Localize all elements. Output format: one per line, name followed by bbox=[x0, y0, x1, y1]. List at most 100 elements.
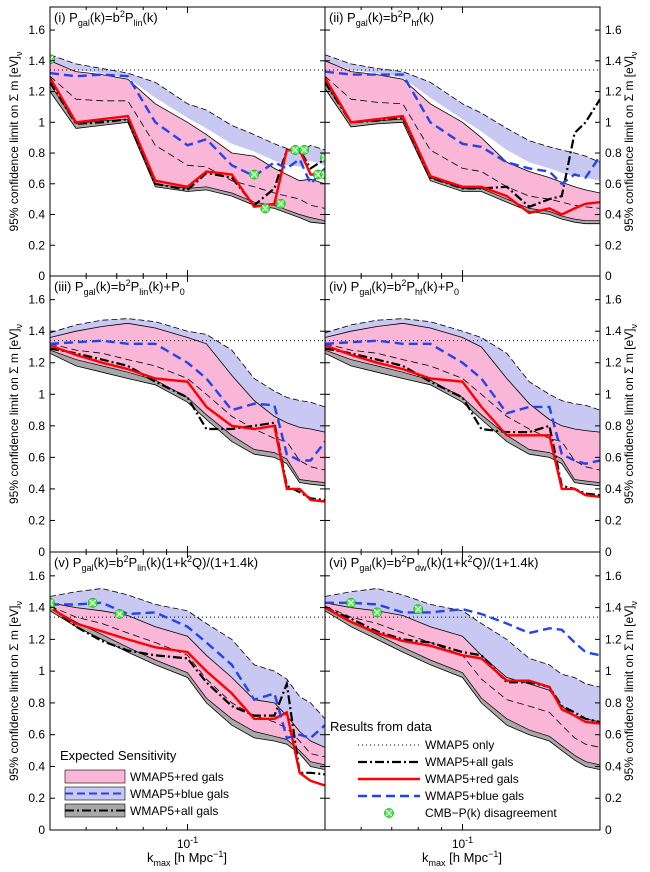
ytick-label-right: 0.6 bbox=[605, 177, 622, 191]
band-gray-edge bbox=[50, 349, 325, 483]
ytick-label-left: 0.6 bbox=[28, 728, 45, 742]
ytick-label-left: 0.6 bbox=[28, 177, 45, 191]
band-gray-edge bbox=[325, 607, 600, 766]
panel-title: (iv) Pgal(k)=b2Phf(k)+P0 bbox=[329, 278, 459, 297]
disagreement-marker bbox=[413, 604, 424, 615]
series-red-gals bbox=[325, 344, 600, 498]
ytick-label-right: 0.8 bbox=[605, 146, 622, 160]
band-blue bbox=[325, 318, 600, 433]
legend-results-item: CMB−P(k) disagreement bbox=[384, 806, 557, 820]
series-blue-gals bbox=[50, 601, 325, 740]
plot-area bbox=[325, 318, 600, 498]
ytick-label-right: 0.2 bbox=[605, 238, 622, 252]
expected-mid-dash bbox=[325, 75, 600, 209]
panels-group: 0 0.2 0.4 0.6 0.8 1 1.2 1.4 1.6 (i) Pgal(k)=b2Pli… bbox=[28, 6, 622, 851]
series-blue-gals bbox=[50, 71, 325, 186]
legend-results-label: WMAP5+red gals bbox=[425, 772, 519, 786]
ytick-label-right: 1 bbox=[605, 115, 612, 129]
ytick-label-left: 0.8 bbox=[28, 146, 45, 160]
ytick-label-right: 0.8 bbox=[605, 696, 622, 710]
ytick-label-left: 1 bbox=[38, 115, 45, 129]
disagreement-marker bbox=[299, 145, 309, 155]
band-gray-edge bbox=[325, 349, 600, 483]
legend-results-label: WMAP5 only bbox=[425, 738, 494, 752]
series-red-gals bbox=[50, 606, 325, 787]
disagreement-marker bbox=[249, 169, 260, 180]
ytick-label-left: 0.8 bbox=[28, 696, 45, 710]
disagreement-marker bbox=[50, 597, 55, 608]
band-blue-edge bbox=[50, 54, 325, 154]
ytick-label-left: 0 bbox=[38, 823, 45, 837]
legend-results-label: CMB−P(k) disagreement bbox=[425, 806, 557, 820]
ytick-label-left: 0.2 bbox=[28, 791, 45, 805]
ylabel-right: 95% confidence limit on Σ m [eV]ν bbox=[622, 324, 639, 505]
ylabel-right: 95% confidence limit on Σ m [eV]ν bbox=[622, 51, 639, 232]
band-blue bbox=[325, 54, 600, 181]
legend-results-label: WMAP5+all gals bbox=[425, 755, 513, 769]
expected-mid-dash bbox=[50, 605, 325, 758]
panel-title: (i) Pgal(k)=b2Plin(k) bbox=[54, 9, 158, 28]
band-blue-edge bbox=[325, 318, 600, 411]
ytick-label-right: 1.6 bbox=[605, 23, 622, 37]
expected-mid-dash bbox=[325, 605, 600, 748]
series-red-gals bbox=[325, 606, 600, 725]
band-blue-edge bbox=[50, 588, 325, 720]
panel-title: (vi) Pgal(k)=b2Pdw(k)(1+k2Q)/(1+1.4k) bbox=[329, 554, 538, 573]
ytick-label-right: 0 bbox=[605, 545, 612, 559]
panel-4: 0 0.2 0.4 0.6 0.8 1 1.2 1.4 1.6 (iv) Pgal(k)=b2Ph… bbox=[324, 275, 622, 559]
panel-1: 0 0.2 0.4 0.6 0.8 1 1.2 1.4 1.6 (i) Pgal(k)=b2Pli… bbox=[28, 6, 326, 283]
legend-expected-item: WMAP5+red gals bbox=[64, 769, 224, 784]
panel-title: (iii) Pgal(k)=b2Plin(k)+P0 bbox=[54, 278, 185, 297]
expected-mid-dash bbox=[325, 343, 600, 471]
band-blue-edge bbox=[50, 318, 325, 408]
ytick-label-left: 0.8 bbox=[28, 419, 45, 433]
legend-expected-item: WMAP5+all gals bbox=[64, 803, 218, 818]
ytick-label-right: 0.6 bbox=[605, 450, 622, 464]
ytick-label-right: 1.2 bbox=[605, 632, 622, 646]
legend-results-label: WMAP5+blue gals bbox=[425, 789, 524, 803]
ytick-label-right: 0 bbox=[605, 823, 612, 837]
ytick-label-left: 1 bbox=[38, 387, 45, 401]
legend-results-item: WMAP5+red gals bbox=[358, 772, 519, 786]
band-red bbox=[325, 60, 600, 224]
xtick-label: 10-1 bbox=[452, 835, 473, 851]
ytick-label-right: 1.6 bbox=[605, 293, 622, 307]
band-lower-edge bbox=[50, 91, 325, 225]
band-red-edge bbox=[325, 322, 600, 433]
ytick-label-right: 0.4 bbox=[605, 208, 622, 222]
legend-expected-title: Expected Sensitivity bbox=[60, 748, 177, 763]
legend-expected-label: WMAP5+red gals bbox=[130, 770, 224, 784]
panel-title: (ii) Pgal(k)=b2Phf(k) bbox=[329, 9, 434, 28]
ytick-label-left: 0.2 bbox=[28, 513, 45, 527]
series-all-gals bbox=[50, 347, 325, 502]
xtick-exponent: -1 bbox=[190, 835, 198, 845]
xtick-label: 10-1 bbox=[177, 835, 198, 851]
ytick-label-right: 0.8 bbox=[605, 419, 622, 433]
series-red-gals bbox=[325, 77, 600, 216]
band-lower-edge bbox=[50, 352, 325, 487]
ytick-label-left: 1.2 bbox=[28, 356, 45, 370]
disagreement-marker bbox=[346, 597, 356, 608]
series-all-gals bbox=[50, 81, 325, 207]
plot-area bbox=[325, 54, 600, 225]
disagreement-marker bbox=[114, 609, 125, 619]
ytick-label-left: 1.2 bbox=[28, 632, 45, 646]
disagreement-marker bbox=[290, 145, 300, 155]
legend-expected-label: WMAP5+all gals bbox=[130, 804, 218, 818]
ytick-label-left: 1 bbox=[38, 664, 45, 678]
ylabel-left: 95% confidence limit on Σ m [eV]ν bbox=[7, 601, 24, 782]
ytick-label-right: 1.2 bbox=[605, 85, 622, 99]
disagreement-marker bbox=[275, 198, 286, 209]
legend-swatch bbox=[64, 769, 126, 784]
legend-results-title: Results from data bbox=[330, 719, 433, 734]
xtick-exponent: -1 bbox=[465, 835, 473, 845]
legends: Expected Sensitivity WMAP5+red gals WMAP5+… bbox=[60, 719, 557, 820]
ytick-label-right: 1 bbox=[605, 387, 612, 401]
series-red-gals bbox=[50, 344, 325, 503]
expected-mid-dash bbox=[50, 343, 325, 471]
series-blue-gals bbox=[325, 339, 600, 465]
ytick-label-left: 1.4 bbox=[28, 601, 45, 615]
series-blue-gals bbox=[325, 601, 600, 657]
ytick-label-left: 0.2 bbox=[28, 238, 45, 252]
ytick-label-right: 1.4 bbox=[605, 54, 622, 68]
